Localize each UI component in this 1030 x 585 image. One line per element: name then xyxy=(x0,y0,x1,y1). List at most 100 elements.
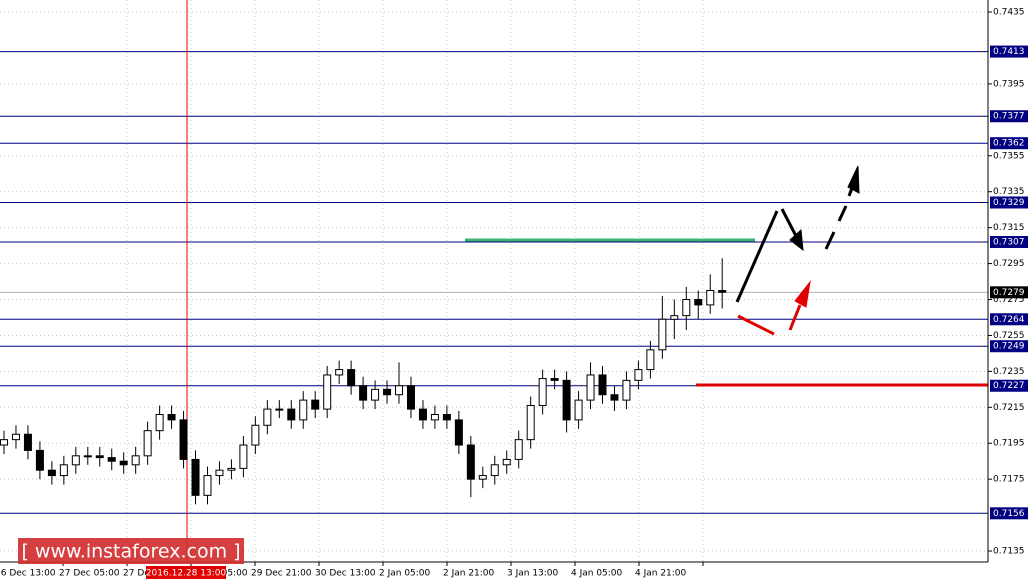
candle-body xyxy=(478,475,487,480)
level-label-box xyxy=(990,45,1028,58)
candle-body xyxy=(335,369,344,376)
candle-body xyxy=(682,299,691,317)
y-tick-label: 0.7255 xyxy=(993,331,1025,341)
candle-body xyxy=(622,379,631,401)
candle-body xyxy=(227,467,236,471)
candle-body xyxy=(131,455,140,466)
candle-body xyxy=(215,469,224,477)
x-tick-label: 4 Jan 21:00 xyxy=(635,569,687,579)
candle-body xyxy=(538,378,547,407)
level-label-box xyxy=(990,137,1028,150)
level-label-box xyxy=(990,340,1028,353)
y-axis-labels: 0.7435 0.7395 0.7355 0.7335 0.7315 0.7295 0.72… xyxy=(988,8,1028,557)
level-label-box xyxy=(990,379,1028,392)
x-tick-label: 26 Dec 13:00 xyxy=(0,569,56,579)
level-label: 0.7156 xyxy=(993,509,1025,519)
candle-body xyxy=(47,469,56,477)
level-label: 0.7362 xyxy=(993,139,1025,149)
y-tick-label: 0.7315 xyxy=(993,223,1025,233)
level-label: 0.7227 xyxy=(993,381,1025,391)
candle-body xyxy=(299,399,308,421)
x-tick-label: 27 Dec 05:00 xyxy=(59,569,120,579)
candle-body xyxy=(35,449,44,471)
candle-body xyxy=(430,413,439,421)
candle-body xyxy=(658,318,667,351)
y-tick-label: 0.7435 xyxy=(993,8,1025,18)
last-price-label: 0.7279 xyxy=(993,288,1025,298)
candle-body xyxy=(454,419,463,446)
level-label-box xyxy=(990,110,1028,123)
candle-body xyxy=(155,413,164,432)
y-tick-label: 0.7275 xyxy=(993,295,1025,305)
candle-body xyxy=(323,374,332,410)
y-tick-label: 0.7395 xyxy=(993,79,1025,89)
watermark: [ www.instaforex.com ] xyxy=(21,541,240,563)
level-label-box xyxy=(990,236,1028,249)
x-tick-label: 2 Jan 05:00 xyxy=(379,569,431,579)
candle-body xyxy=(694,299,703,306)
level-label: 0.7264 xyxy=(993,315,1025,325)
y-tick-label: 0.7215 xyxy=(993,403,1025,413)
y-tick-label: 0.7295 xyxy=(993,259,1025,269)
candle-body xyxy=(347,369,356,387)
candle-body xyxy=(359,385,368,401)
candle-body xyxy=(598,374,607,396)
candle-body xyxy=(502,458,511,466)
last-price-box xyxy=(990,286,1028,299)
forecast-black xyxy=(735,165,860,303)
forecast-red xyxy=(737,280,811,336)
candle-body xyxy=(418,408,427,421)
x-tick-label: 3 Jan 13:00 xyxy=(507,569,559,579)
level-label: 0.7377 xyxy=(993,112,1025,122)
x-tick-label: 30 Dec 13:00 xyxy=(315,569,376,579)
x-tick-label: 4 Jan 05:00 xyxy=(571,569,623,579)
candle-body xyxy=(706,290,715,306)
candle-body xyxy=(143,430,152,457)
candle-body xyxy=(59,464,68,477)
candle-body xyxy=(239,444,248,469)
candle-body xyxy=(634,369,643,381)
candle-body xyxy=(371,388,380,401)
level-label: 0.7413 xyxy=(993,47,1025,57)
candle-body xyxy=(311,399,320,410)
candle-body xyxy=(586,374,595,401)
watermark-box xyxy=(18,538,244,564)
candle-body xyxy=(167,413,176,421)
x-tick-label: 2 Jan 21:00 xyxy=(443,569,495,579)
candles xyxy=(0,258,727,505)
candle-body xyxy=(95,455,104,459)
candle-body xyxy=(179,419,188,460)
level-label: 0.7329 xyxy=(993,198,1025,208)
candle-body xyxy=(119,460,128,466)
time-marker-box xyxy=(146,566,226,579)
x-tick-label: 29 Dec 21:00 xyxy=(251,569,312,579)
y-tick-label: 0.7335 xyxy=(993,187,1025,197)
candle-body xyxy=(275,408,284,411)
y-tick-label: 0.7135 xyxy=(993,547,1025,557)
grid xyxy=(0,0,988,562)
candle-body xyxy=(442,413,451,421)
candle-body xyxy=(466,444,475,480)
candle-body xyxy=(514,439,523,460)
level-label: 0.7249 xyxy=(993,342,1025,352)
candle-body xyxy=(718,290,727,293)
level-label-box xyxy=(990,507,1028,520)
candle-body xyxy=(107,457,116,462)
candle-body xyxy=(406,385,415,410)
candle-body xyxy=(646,349,655,371)
level-label-box xyxy=(990,313,1028,326)
candle-body xyxy=(203,475,212,496)
candle-body xyxy=(263,408,272,426)
candle-body xyxy=(287,408,296,421)
candle-body xyxy=(490,464,499,477)
level-label: 0.7307 xyxy=(993,238,1025,248)
time-marker-label: 2016.12.28 13:00 xyxy=(146,569,227,579)
candle-body xyxy=(670,315,679,320)
candle-body xyxy=(0,439,8,446)
candle-body xyxy=(191,458,200,496)
candle-body xyxy=(550,378,559,381)
candle-body xyxy=(383,388,392,396)
candle-body xyxy=(83,455,92,458)
y-tick-label: 0.7235 xyxy=(993,367,1025,377)
